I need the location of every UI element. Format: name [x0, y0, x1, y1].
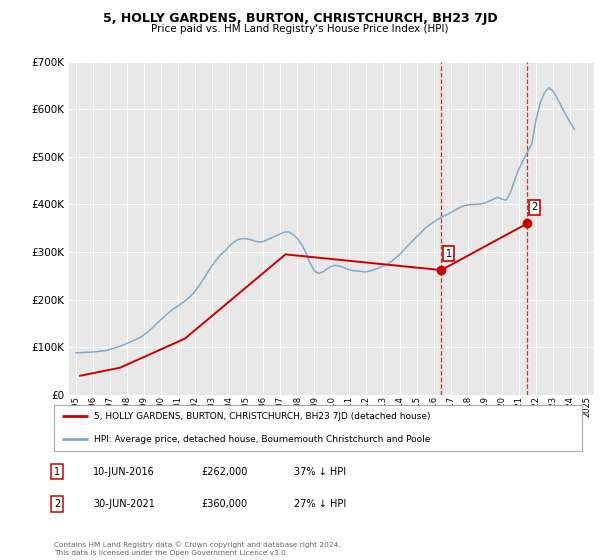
Text: Contains HM Land Registry data © Crown copyright and database right 2024.
This d: Contains HM Land Registry data © Crown c…	[54, 541, 341, 556]
Text: 5, HOLLY GARDENS, BURTON, CHRISTCHURCH, BH23 7JD (detached house): 5, HOLLY GARDENS, BURTON, CHRISTCHURCH, …	[94, 412, 430, 421]
Text: 37% ↓ HPI: 37% ↓ HPI	[294, 466, 346, 477]
Text: HPI: Average price, detached house, Bournemouth Christchurch and Poole: HPI: Average price, detached house, Bour…	[94, 435, 430, 444]
Text: £262,000: £262,000	[201, 466, 247, 477]
Text: 27% ↓ HPI: 27% ↓ HPI	[294, 499, 346, 509]
Text: 1: 1	[54, 466, 60, 477]
Text: 2: 2	[54, 499, 60, 509]
Text: Price paid vs. HM Land Registry's House Price Index (HPI): Price paid vs. HM Land Registry's House …	[151, 24, 449, 34]
Text: 5, HOLLY GARDENS, BURTON, CHRISTCHURCH, BH23 7JD: 5, HOLLY GARDENS, BURTON, CHRISTCHURCH, …	[103, 12, 497, 25]
Text: 10-JUN-2016: 10-JUN-2016	[93, 466, 155, 477]
Text: 30-JUN-2021: 30-JUN-2021	[93, 499, 155, 509]
Text: 1: 1	[446, 249, 452, 259]
Text: 2: 2	[532, 202, 538, 212]
Text: £360,000: £360,000	[201, 499, 247, 509]
